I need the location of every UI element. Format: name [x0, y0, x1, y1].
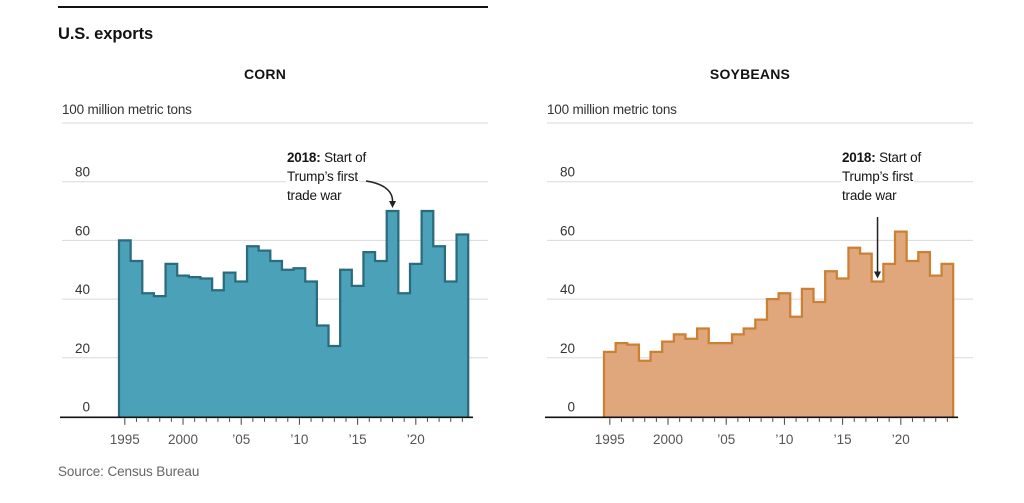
y-tick-label: 0	[82, 400, 90, 415]
y-tick-label: 40	[75, 282, 90, 297]
unit-label: 100 million metric tons	[547, 102, 677, 117]
y-tick-label: 80	[75, 165, 90, 180]
x-tick-label: ’05	[717, 432, 735, 447]
x-tick-label: ’15	[349, 432, 367, 447]
source-note: Source: Census Bureau	[58, 464, 200, 479]
annotation-arrowhead	[389, 201, 397, 209]
y-tick-label: 40	[560, 282, 575, 297]
top-rule	[58, 6, 488, 8]
y-tick-label: 0	[567, 400, 575, 415]
x-tick-label: ’20	[892, 432, 910, 447]
x-tick-label: 1995	[595, 432, 625, 447]
annotation-text: Start of	[875, 150, 922, 165]
x-tick-label: ’10	[290, 432, 308, 447]
soybeans-chart-title: SOYBEANS	[709, 66, 791, 82]
annotation-line: 2018: Start of	[841, 148, 923, 167]
y-tick-label: 80	[560, 165, 575, 180]
x-tick-label: 2000	[653, 432, 683, 447]
corn-step-outline	[117, 209, 470, 417]
x-tick-label: ’15	[834, 432, 852, 447]
annotation-year: 2018:	[287, 150, 321, 165]
corn-chart-plot: 100 million metric tons 0 20 40 60 80 1995 2000…	[60, 102, 488, 447]
corn-chart: CORN 100 million metric tons 0 20 40 60 80 199…	[60, 60, 490, 465]
soybeans-chart: SOYBEANS 100 million metric tons 0 20 40 60 8…	[545, 60, 975, 465]
annotation-arrowhead	[874, 271, 882, 279]
annotation-line: trade war	[841, 186, 898, 205]
x-tick-label: ’20	[407, 432, 425, 447]
corn-annotation: 2018: Start of Trump’s first trade war	[286, 148, 368, 205]
annotation-line: 2018: Start of	[286, 148, 368, 167]
corn-area-series	[119, 211, 469, 417]
y-tick-label: 60	[75, 223, 90, 238]
unit-label: 100 million metric tons	[62, 102, 192, 117]
page-title: U.S. exports	[58, 25, 154, 43]
x-tick-label: 1995	[110, 432, 140, 447]
annotation-line: trade war	[286, 186, 343, 205]
annotation-year: 2018:	[842, 150, 876, 165]
x-tick-label: ’05	[232, 432, 250, 447]
annotation-text: Start of	[320, 150, 367, 165]
x-tick-label: 2000	[168, 432, 198, 447]
soybeans-area-series	[604, 231, 954, 417]
annotation-arrow	[365, 180, 394, 202]
annotation-line: Trump’s first	[841, 167, 914, 186]
corn-chart-title: CORN	[243, 66, 287, 82]
y-tick-label: 60	[560, 223, 575, 238]
soybeans-annotation: 2018: Start of Trump’s first trade war	[841, 148, 923, 205]
soybeans-step-outline	[602, 230, 955, 417]
y-tick-label: 20	[560, 341, 575, 356]
y-tick-label: 20	[75, 341, 90, 356]
annotation-line: Trump’s first	[286, 167, 359, 186]
x-tick-label: ’10	[775, 432, 793, 447]
